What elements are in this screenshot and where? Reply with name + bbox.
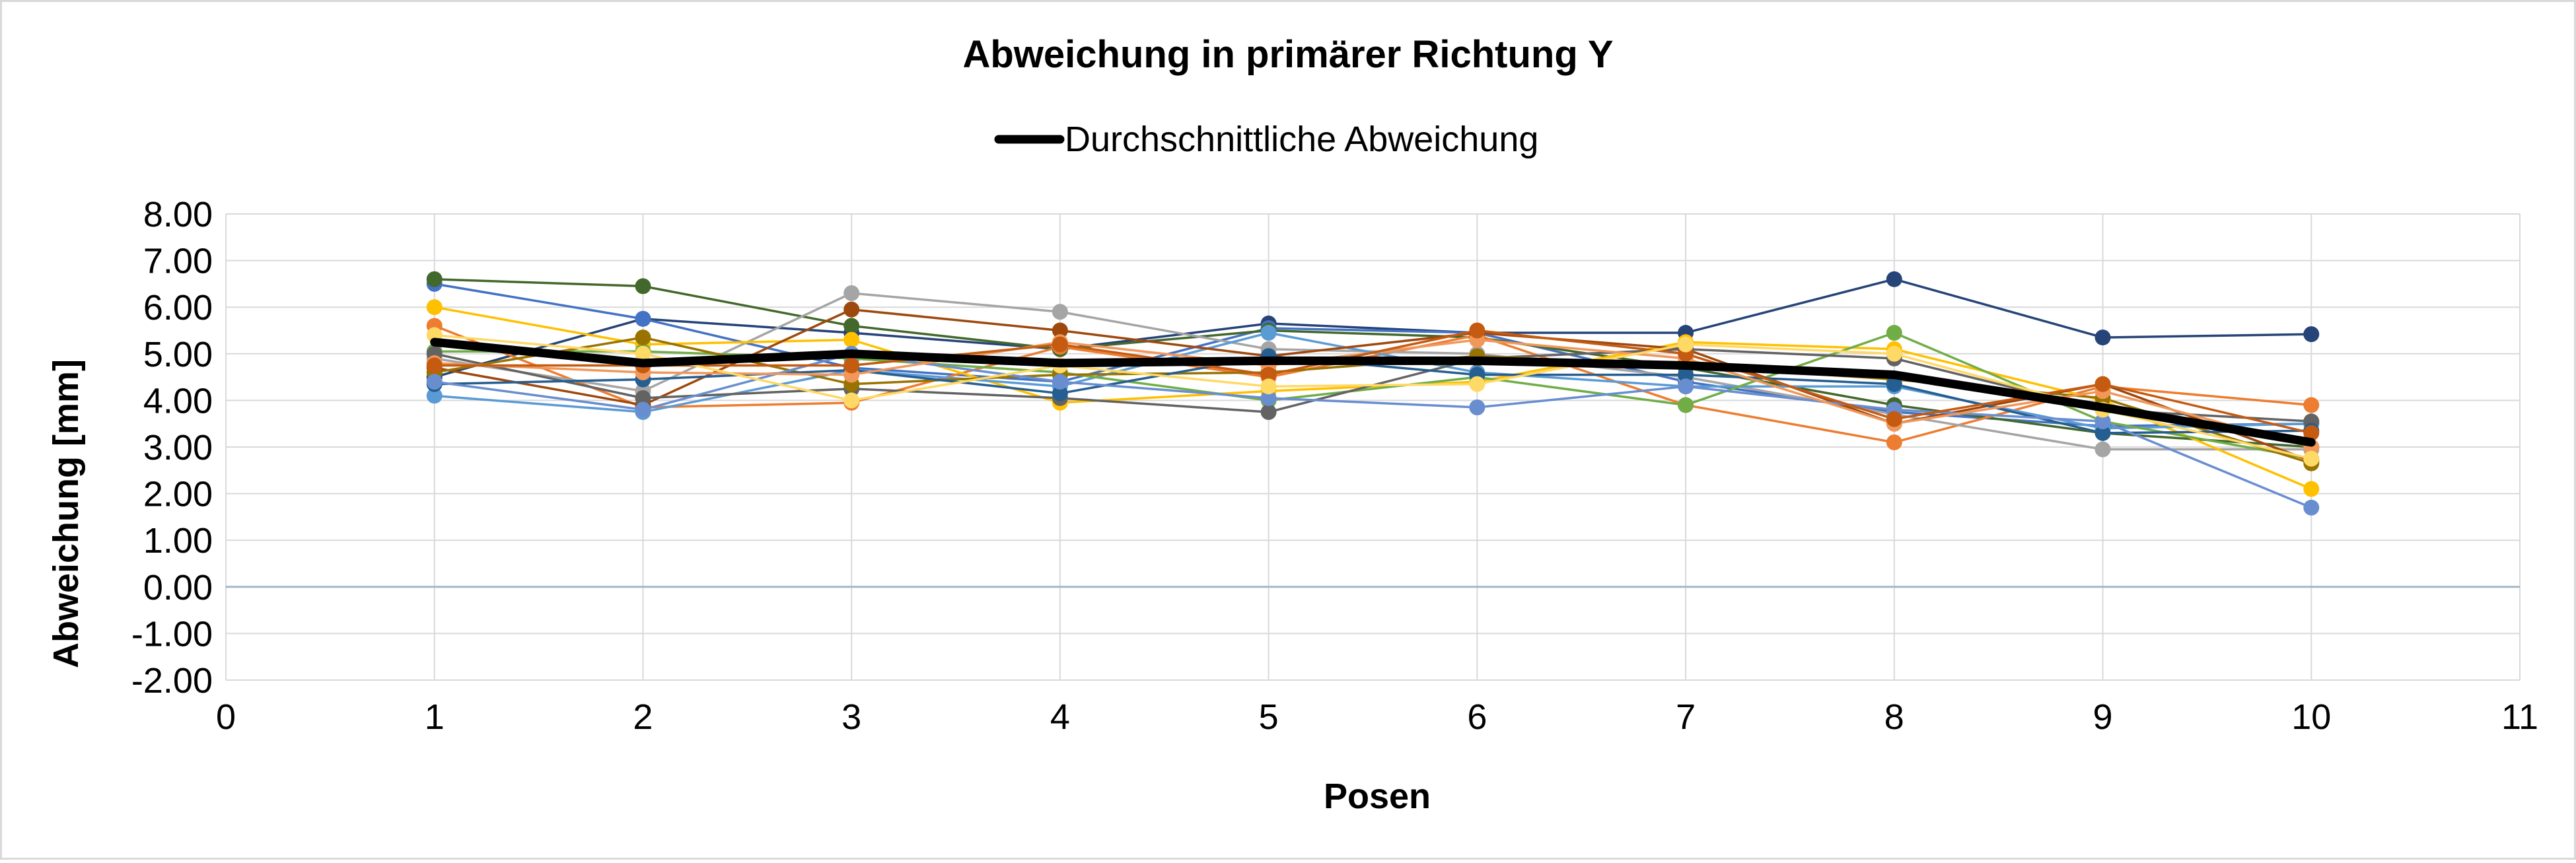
x-tick-label: 1 xyxy=(425,697,445,737)
data-point xyxy=(1260,366,1277,383)
data-point xyxy=(1052,322,1068,339)
y-tick-label: 8.00 xyxy=(143,195,213,234)
series-line-15 xyxy=(434,329,2312,434)
y-tick-label: -2.00 xyxy=(131,661,213,701)
series-line-16 xyxy=(434,333,2312,460)
data-point xyxy=(2094,329,2111,346)
data-point xyxy=(1886,345,1902,362)
x-axis-title: Posen xyxy=(1324,777,1431,816)
data-point xyxy=(1886,376,1902,392)
data-point xyxy=(1260,404,1277,421)
y-tick-label: 2.00 xyxy=(143,475,213,514)
data-point xyxy=(635,310,651,327)
data-point xyxy=(426,374,443,390)
data-point xyxy=(426,299,443,316)
x-tick-label: 5 xyxy=(1259,697,1279,737)
x-tick-label: 6 xyxy=(1467,697,1487,737)
data-point xyxy=(2303,425,2320,441)
x-tick-label: 7 xyxy=(1676,697,1696,737)
chart-title: Abweichung in primärer Richtung Y xyxy=(962,33,1613,76)
y-tick-label: 7.00 xyxy=(143,242,213,281)
data-point xyxy=(635,345,651,362)
x-axis-tick-labels: 0 1 2 3 4 5 6 7 8 9 10 11 xyxy=(216,697,2538,737)
y-tick-label: 1.00 xyxy=(143,521,213,561)
y-tick-label: -1.00 xyxy=(131,614,213,654)
data-point xyxy=(1886,325,1902,341)
data-point xyxy=(635,278,651,294)
data-point xyxy=(1678,336,1694,353)
x-tick-label: 2 xyxy=(633,697,653,737)
average-line xyxy=(430,337,2316,447)
data-point xyxy=(1469,399,1485,415)
y-tick-label: 4.00 xyxy=(143,381,213,421)
x-tick-label: 9 xyxy=(2093,697,2113,737)
data-point xyxy=(1678,366,1694,383)
series-line-3 xyxy=(434,278,2312,448)
x-tick-label: 3 xyxy=(841,697,861,737)
data-point xyxy=(2094,441,2111,458)
data-point xyxy=(1469,322,1485,339)
data-point xyxy=(2303,481,2320,497)
data-point xyxy=(426,388,443,404)
y-tick-label: 0.00 xyxy=(143,568,213,607)
data-point xyxy=(426,271,443,287)
y-axis-tick-labels: -2.00 -1.00 0.00 1.00 2.00 3.00 4.00 5.00 6.00 7.… xyxy=(131,195,213,701)
data-point xyxy=(1886,411,1902,427)
data-point xyxy=(843,331,860,348)
data-point xyxy=(1886,434,1902,450)
data-point xyxy=(2303,397,2320,413)
data-point xyxy=(1260,390,1277,406)
legend-label-average: Durchschnittliche Abweichung xyxy=(1065,120,1538,159)
data-point xyxy=(843,318,860,334)
series-line-1 xyxy=(434,278,2312,378)
data-point xyxy=(2303,450,2320,467)
data-point xyxy=(843,301,860,318)
data-point xyxy=(426,357,443,374)
data-point xyxy=(2094,376,2111,392)
data-point xyxy=(2303,499,2320,516)
data-point xyxy=(1052,385,1068,401)
data-point xyxy=(843,392,860,409)
data-point xyxy=(1260,378,1277,395)
y-tick-label: 3.00 xyxy=(143,428,213,467)
data-point xyxy=(2303,326,2320,343)
y-tick-label: 5.00 xyxy=(143,335,213,374)
y-tick-label: 6.00 xyxy=(143,288,213,328)
data-point xyxy=(1678,378,1694,395)
data-point xyxy=(2094,413,2111,430)
data-point xyxy=(635,329,651,346)
x-tick-label: 10 xyxy=(2291,697,2331,737)
x-tick-label: 4 xyxy=(1050,697,1070,737)
data-point xyxy=(635,390,651,406)
data-point xyxy=(843,285,860,302)
series-line-13 xyxy=(434,353,2312,509)
x-tick-label: 0 xyxy=(216,697,236,737)
data-point xyxy=(1052,336,1068,353)
data-point xyxy=(1469,376,1485,392)
data-point xyxy=(1052,374,1068,390)
data-point xyxy=(2094,425,2111,441)
data-point xyxy=(635,401,651,418)
data-point xyxy=(1886,271,1902,287)
legend: Durchschnittliche Abweichung xyxy=(994,120,1538,159)
x-tick-label: 8 xyxy=(1884,697,1904,737)
data-point xyxy=(1260,325,1277,341)
series-line-4 xyxy=(434,324,2312,444)
y-axis-title: Abweichung [mm] xyxy=(46,359,86,668)
average-line-group xyxy=(430,337,2316,447)
data-point xyxy=(1052,304,1068,320)
data-point xyxy=(843,357,860,374)
x-tick-label: 11 xyxy=(2501,697,2538,737)
series-line-7 xyxy=(434,331,2312,430)
data-point xyxy=(1678,397,1694,413)
